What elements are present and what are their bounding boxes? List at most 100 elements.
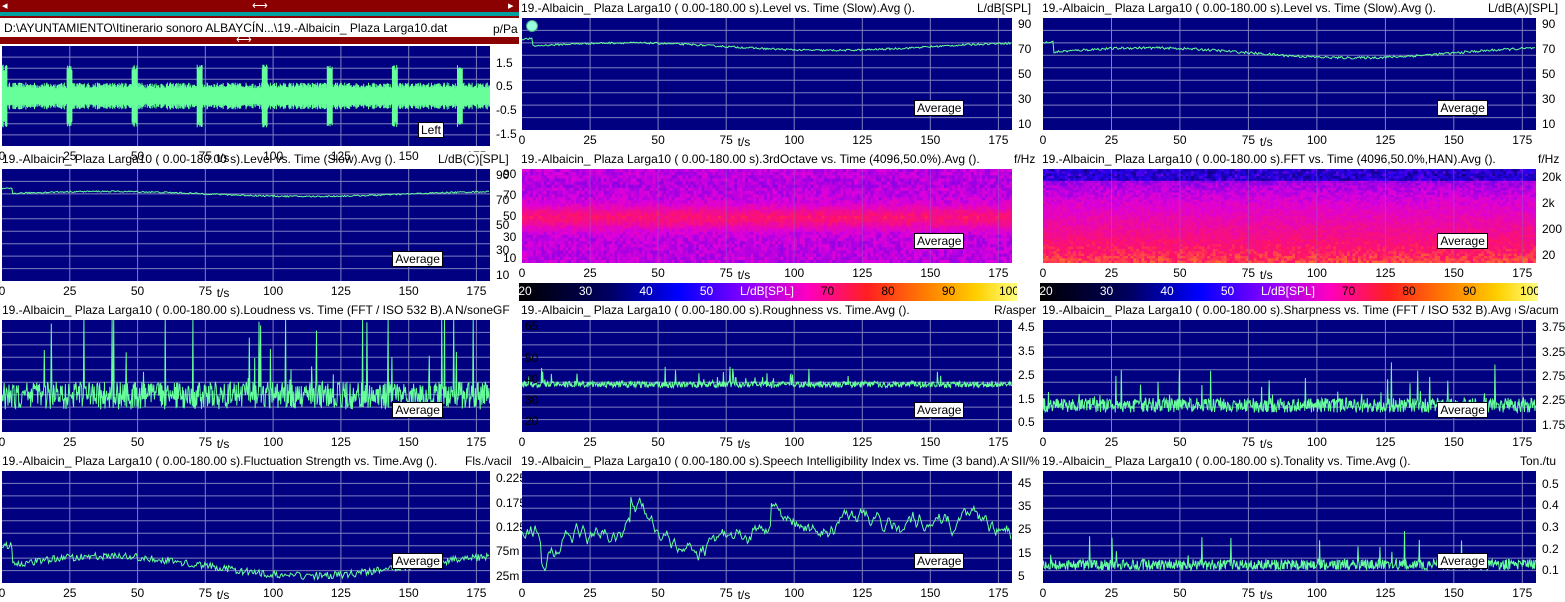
panel-sharp[interactable]: 19.-Albaicin_ Plaza Larga10 ( 0.00-180.0… — [1040, 302, 1565, 454]
x-tick-label: 50 — [1173, 435, 1187, 449]
colorbar-tick-label: 80 — [881, 284, 895, 298]
x-tick-label: 150 — [1443, 266, 1464, 280]
colorbar-tick-label: 50 — [1220, 284, 1235, 298]
y-tick-label: 25 — [1018, 522, 1032, 537]
y-tick-label: 3.25 — [1542, 344, 1565, 359]
plot-area[interactable]: Average — [1043, 320, 1536, 432]
panel-level[interactable]: 19.-Albaicin_ Plaza Larga10 ( 0.00-180.0… — [519, 0, 1040, 153]
x-tick-label: 100 — [1306, 435, 1327, 449]
x-tick-label: 175 — [988, 266, 1009, 280]
x-tick-label: 25 — [63, 435, 77, 449]
x-tick-label: 25 — [583, 435, 597, 449]
x-tick-label: 0 — [518, 586, 526, 600]
x-tick-label: 100 — [784, 266, 805, 280]
y-unit-label: R/asper — [994, 303, 1037, 317]
x-tick-label: 25 — [1104, 266, 1119, 280]
x-tick-label: 150 — [398, 586, 419, 600]
x-tick-label: 125 — [330, 149, 351, 163]
plot-area[interactable]: Average — [2, 471, 490, 583]
colorbar-tick-label: 100 — [1519, 284, 1538, 298]
y-tick-label-left: 40 — [525, 372, 539, 387]
y-tick-label: 1.5 — [1018, 391, 1035, 406]
y-unit-label: Ton./tu — [1520, 454, 1557, 468]
plot-area[interactable]: Average — [522, 169, 1012, 263]
x-tick-label: 75 — [198, 149, 213, 163]
x-tick-label: 50 — [1173, 586, 1187, 600]
x-tick-label: 150 — [920, 266, 941, 280]
x-tick-label: 175 — [1512, 133, 1533, 147]
plot-area[interactable]: Average — [522, 320, 1012, 432]
x-unit-label: t/s — [737, 437, 751, 451]
y-tick-label: 0.4 — [1542, 498, 1559, 513]
panel-fluct[interactable]: 19.-Albaicin_ Plaza Larga10 ( 0.00-180.0… — [0, 453, 526, 602]
x-tick-label: 125 — [330, 435, 351, 449]
y-tick-label: 30 — [496, 242, 510, 257]
y-tick-label-left: 65 — [525, 319, 539, 334]
plot-area[interactable]: Average — [522, 471, 1012, 583]
plot-area[interactable]: Left — [2, 46, 490, 146]
y-unit-label: L/dB(C)[SPL] — [438, 152, 509, 166]
channel-label: Left — [418, 122, 445, 138]
panel-wave[interactable]: p/PaLeft0255075100125150175t/s1.50.5-0.5… — [0, 18, 519, 165]
x-tick-label: 75 — [719, 435, 733, 449]
average-label: Average — [914, 553, 965, 569]
y-tick-label: 200 — [1542, 222, 1563, 237]
splitter-arrow-icon[interactable]: ⟷ — [236, 34, 252, 46]
scroll-strip[interactable] — [0, 12, 519, 16]
x-tick-label: 175 — [988, 435, 1009, 449]
y-tick-label: 75m — [496, 544, 520, 559]
plot-area[interactable]: Average — [2, 320, 490, 432]
plot-area[interactable]: Average — [522, 18, 1012, 130]
y-tick-label: 0.1 — [1542, 563, 1559, 578]
y-tick-label: 3.75 — [1542, 320, 1565, 335]
y-tick-label: 20 — [1542, 248, 1556, 263]
average-label: Average — [1437, 402, 1488, 418]
panel-octave[interactable]: 19.-Albaicin_ Plaza Larga10 ( 0.00-180.0… — [503, 151, 1040, 285]
panel-sii[interactable]: 19.-Albaicin_ Plaza Larga10 ( 0.00-180.0… — [519, 453, 1040, 602]
average-label: Average — [392, 553, 443, 569]
x-tick-label: 0 — [518, 435, 526, 449]
x-tick-label: 75 — [198, 435, 213, 449]
x-tick-label: 100 — [263, 149, 284, 163]
panel-title: 19.-Albaicin_ Plaza Larga10 ( 0.00-180.0… — [1042, 454, 1411, 468]
x-unit-label: t/s — [1259, 268, 1273, 282]
x-tick-label: 50 — [651, 586, 665, 600]
plot-area[interactable]: Average — [1043, 18, 1536, 130]
resize-arrow-icon[interactable]: ⟷ — [252, 0, 268, 12]
panel-levelc[interactable]: 19.-Albaicin_ Plaza Larga10 ( 0.00-180.0… — [0, 151, 519, 303]
left-scroll-icon[interactable]: ◂ — [2, 0, 8, 12]
panel-tonal[interactable]: 19.-Albaicin_ Plaza Larga10 ( 0.00-180.0… — [1040, 453, 1565, 602]
panel-title: 19.-Albaicin_ Plaza Larga10 ( 0.00-180.0… — [1042, 303, 1516, 317]
panel-title: 19.-Albaicin_ Plaza Larga10 ( 0.00-180.0… — [521, 454, 1009, 468]
panel-rough[interactable]: 19.-Albaicin_ Plaza Larga10 ( 0.00-180.0… — [519, 302, 1040, 454]
x-tick-label: 125 — [852, 586, 873, 600]
x-unit-label: t/s — [216, 286, 230, 300]
x-tick-label: 0 — [0, 284, 6, 298]
y-tick-label: 0.2 — [1542, 541, 1559, 556]
x-tick-label: 25 — [63, 149, 77, 163]
x-unit-label: t/s — [216, 588, 230, 602]
plot-area[interactable]: Average — [1043, 471, 1536, 583]
y-tick-label: 4.5 — [1018, 320, 1035, 335]
panel-levela[interactable]: 19.-Albaicin_ Plaza Larga10 ( 0.00-180.0… — [1040, 0, 1565, 153]
colorbar-tick-label: 100 — [998, 284, 1017, 298]
x-tick-label: 150 — [1443, 133, 1464, 147]
x-unit-label: t/s — [216, 151, 230, 165]
x-tick-label: 175 — [466, 284, 487, 298]
y-tick-label: 2.75 — [1542, 369, 1565, 383]
splitter-handle[interactable]: ⟷ — [0, 34, 519, 46]
panel-title: 19.-Albaicin_ Plaza Larga10 ( 0.00-180.0… — [2, 303, 453, 317]
y-tick-label: 90 — [1018, 17, 1032, 32]
plot-area[interactable]: Average — [2, 169, 490, 281]
right-scroll-icon[interactable]: ▸ — [508, 0, 514, 12]
status-led-icon[interactable] — [526, 20, 538, 32]
y-tick-label: 1.5 — [496, 55, 513, 70]
plot-area[interactable]: Average — [1043, 169, 1536, 263]
panel-loud[interactable]: 19.-Albaicin_ Plaza Larga10 ( 0.00-180.0… — [0, 302, 519, 454]
y-tick-label: 45 — [1018, 475, 1032, 490]
y-tick-label: 0.5 — [1542, 476, 1559, 491]
x-tick-label: 25 — [1104, 586, 1119, 600]
colorbar-tick-label: 90 — [941, 284, 956, 298]
window-titlebar: ⟷ ◂ ▸ — [0, 0, 519, 18]
panel-fft[interactable]: 19.-Albaicin_ Plaza Larga10 ( 0.00-180.0… — [1040, 151, 1565, 285]
